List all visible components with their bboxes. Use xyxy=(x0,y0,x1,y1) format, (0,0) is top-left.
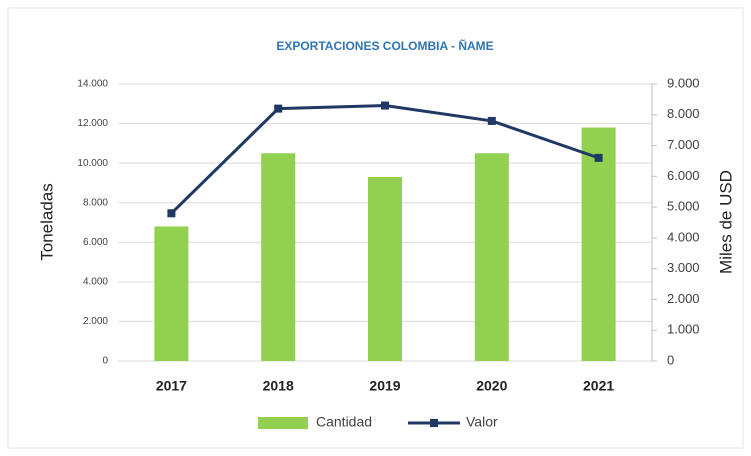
y2-tick-label: 6.000 xyxy=(667,168,700,183)
y2-tick-label: 4.000 xyxy=(667,229,700,244)
legend-label: Valor xyxy=(466,414,498,430)
y-tick-label: 0 xyxy=(102,356,108,367)
x-tick-label: 2018 xyxy=(263,378,294,394)
y2-tick-label: 0 xyxy=(667,352,674,367)
y2-tick-label: 3.000 xyxy=(667,260,700,275)
legend-swatch xyxy=(258,417,308,429)
x-tick-label: 2020 xyxy=(476,378,507,394)
x-tick-label: 2017 xyxy=(156,378,187,394)
line-marker xyxy=(274,104,283,113)
bar xyxy=(154,226,189,361)
legend-marker xyxy=(430,419,438,427)
bar xyxy=(581,127,616,362)
line-marker xyxy=(167,209,176,218)
y2-tick-label: 1.000 xyxy=(667,322,700,337)
bar xyxy=(474,153,509,361)
chart-title: EXPORTACIONES COLOMBIA - ÑAME xyxy=(276,38,493,53)
y-tick-label: 12.000 xyxy=(77,118,108,129)
bar xyxy=(368,176,402,361)
y2-axis-label: Miles de USD xyxy=(716,170,735,274)
y-axis-label: Toneladas xyxy=(37,183,56,261)
y-tick-label: 6.000 xyxy=(83,237,108,248)
y-tick-label: 14.000 xyxy=(77,79,108,90)
x-tick-label: 2021 xyxy=(583,378,614,394)
y-tick-label: 10.000 xyxy=(77,158,108,169)
legend-label: Cantidad xyxy=(316,414,372,430)
y2-tick-label: 7.000 xyxy=(667,137,700,152)
y2-tick-label: 2.000 xyxy=(667,291,700,306)
line-marker xyxy=(487,116,496,125)
bar xyxy=(261,153,296,361)
y2-tick-label: 9.000 xyxy=(667,75,700,90)
line-marker xyxy=(594,153,603,162)
y2-tick-label: 8.000 xyxy=(667,106,700,121)
y-tick-label: 4.000 xyxy=(83,276,108,287)
line-marker xyxy=(381,101,389,110)
x-tick-label: 2019 xyxy=(369,378,400,394)
y-tick-label: 8.000 xyxy=(83,197,108,208)
y2-tick-label: 5.000 xyxy=(667,199,700,214)
y-tick-label: 2.000 xyxy=(83,316,108,327)
